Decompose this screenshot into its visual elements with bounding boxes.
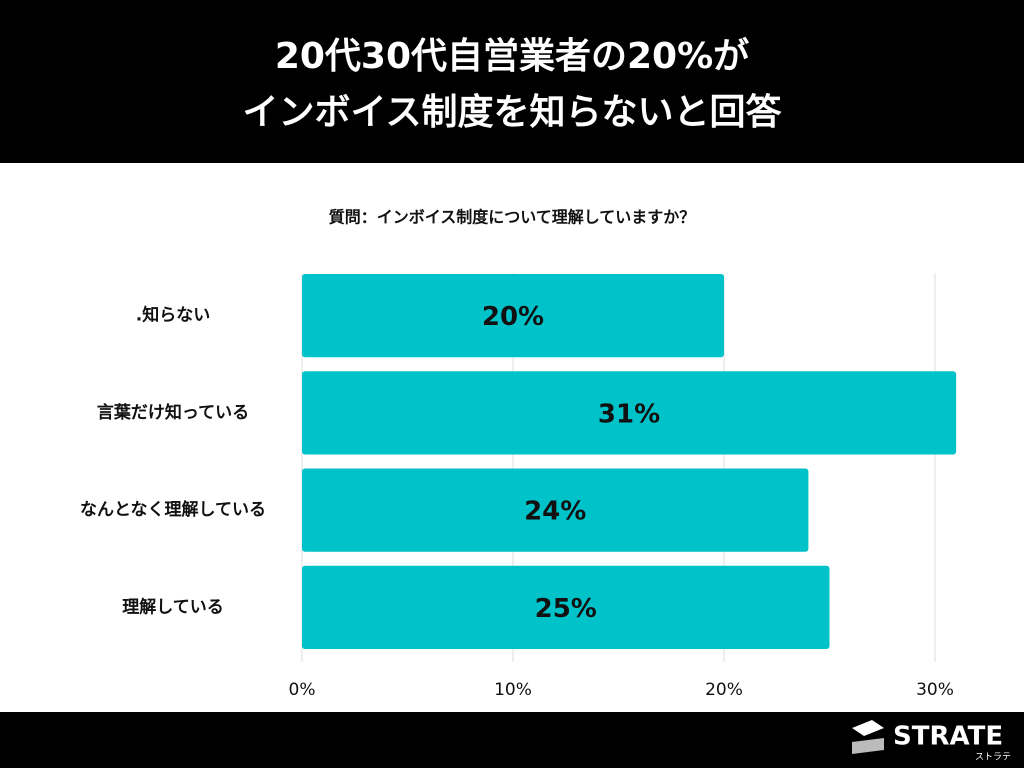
y-tick-label: なんとなく理解している — [80, 499, 266, 520]
y-tick-label: 理解している — [122, 596, 224, 617]
logo: STRATE — [893, 722, 1003, 752]
value-label: 24% — [524, 497, 586, 527]
x-tick-label: 20% — [705, 680, 743, 700]
chart-title: インボイス制度を知らないと回答 — [243, 92, 783, 133]
bar — [302, 565, 830, 649]
x-tick-label: 0% — [289, 680, 316, 700]
logo-sub: ストラテ — [975, 752, 1011, 763]
y-tick-label: 言葉だけ知っている — [97, 402, 249, 423]
header-band — [0, 0, 1024, 163]
value-label: 31% — [598, 399, 660, 429]
plot: 0% 10% 20% 30% 20% .知らない 31% 言葉だけ知っている 24% なんとなく理… — [80, 273, 957, 700]
logo-icon — [852, 720, 884, 754]
y-tick-label: .知らない — [136, 305, 210, 326]
chart-title: 20代30代自営業者の20%が — [275, 36, 749, 77]
bar — [302, 274, 724, 358]
bar — [302, 371, 957, 455]
chart-subtitle: 質問：インボイス制度について理解していますか？ — [329, 208, 696, 227]
value-label: 20% — [482, 302, 544, 332]
x-tick-label: 30% — [916, 680, 954, 700]
x-tick-label: 10% — [494, 680, 532, 700]
bar — [302, 468, 809, 552]
value-label: 25% — [535, 594, 597, 624]
footer-band — [0, 712, 1024, 768]
